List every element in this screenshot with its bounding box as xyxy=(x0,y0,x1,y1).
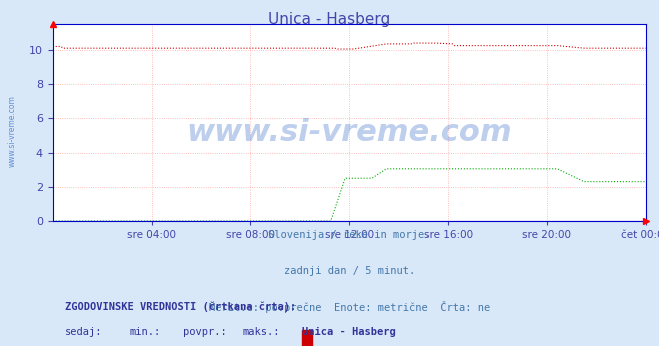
Text: Unica - Hasberg: Unica - Hasberg xyxy=(268,12,391,27)
Text: www.si-vreme.com: www.si-vreme.com xyxy=(8,95,17,167)
Text: ZGODOVINSKE VREDNOSTI (črtkana črta):: ZGODOVINSKE VREDNOSTI (črtkana črta): xyxy=(65,301,296,312)
Text: Unica - Hasberg: Unica - Hasberg xyxy=(302,327,395,337)
Text: maks.:: maks.: xyxy=(243,327,280,337)
Text: Meritve: povprečne  Enote: metrične  Črta: ne: Meritve: povprečne Enote: metrične Črta:… xyxy=(209,301,490,313)
Text: min.:: min.: xyxy=(130,327,161,337)
Text: povpr.:: povpr.: xyxy=(183,327,227,337)
Text: www.si-vreme.com: www.si-vreme.com xyxy=(186,118,512,147)
Text: sedaj:: sedaj: xyxy=(65,327,102,337)
Text: Slovenija / reke in morje.: Slovenija / reke in morje. xyxy=(268,230,430,240)
Bar xyxy=(302,330,312,346)
Text: zadnji dan / 5 minut.: zadnji dan / 5 minut. xyxy=(283,266,415,276)
